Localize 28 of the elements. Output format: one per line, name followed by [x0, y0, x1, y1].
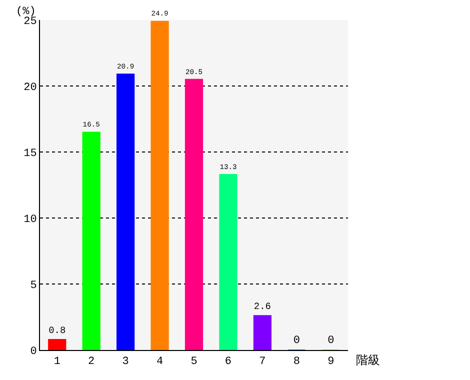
y-tick-label: 15: [24, 148, 37, 160]
x-tick-label: 7: [259, 356, 266, 368]
bar: [219, 174, 238, 350]
data-label: 0: [293, 335, 300, 347]
data-label: 2.6: [254, 301, 272, 312]
x-axis-title: 階級: [356, 354, 380, 368]
x-tick-label: 9: [328, 356, 334, 368]
data-label: 0.8: [48, 324, 66, 336]
x-tick-label: 6: [224, 356, 232, 368]
x-tick-label: 4: [156, 356, 164, 368]
y-axis-title: (%): [16, 6, 36, 18]
y-tick-label: 20: [24, 82, 37, 94]
x-tick-label: 2: [88, 356, 95, 368]
x-tick-label: 3: [122, 356, 129, 368]
x-tick-label: 1: [54, 356, 61, 368]
bar: [116, 74, 135, 350]
bar: [150, 20, 169, 350]
x-tick-label: 8: [293, 356, 300, 368]
x-tick-label: 5: [190, 356, 198, 368]
bar: [82, 132, 100, 350]
bar: [48, 338, 66, 350]
bar: [253, 315, 272, 350]
y-tick-label: 25: [24, 16, 37, 28]
y-tick-label: 0: [30, 346, 37, 358]
y-tick-label: 10: [24, 214, 37, 226]
y-tick-label: 5: [30, 280, 37, 292]
bar: [184, 78, 204, 350]
data-label: 0: [328, 335, 334, 347]
